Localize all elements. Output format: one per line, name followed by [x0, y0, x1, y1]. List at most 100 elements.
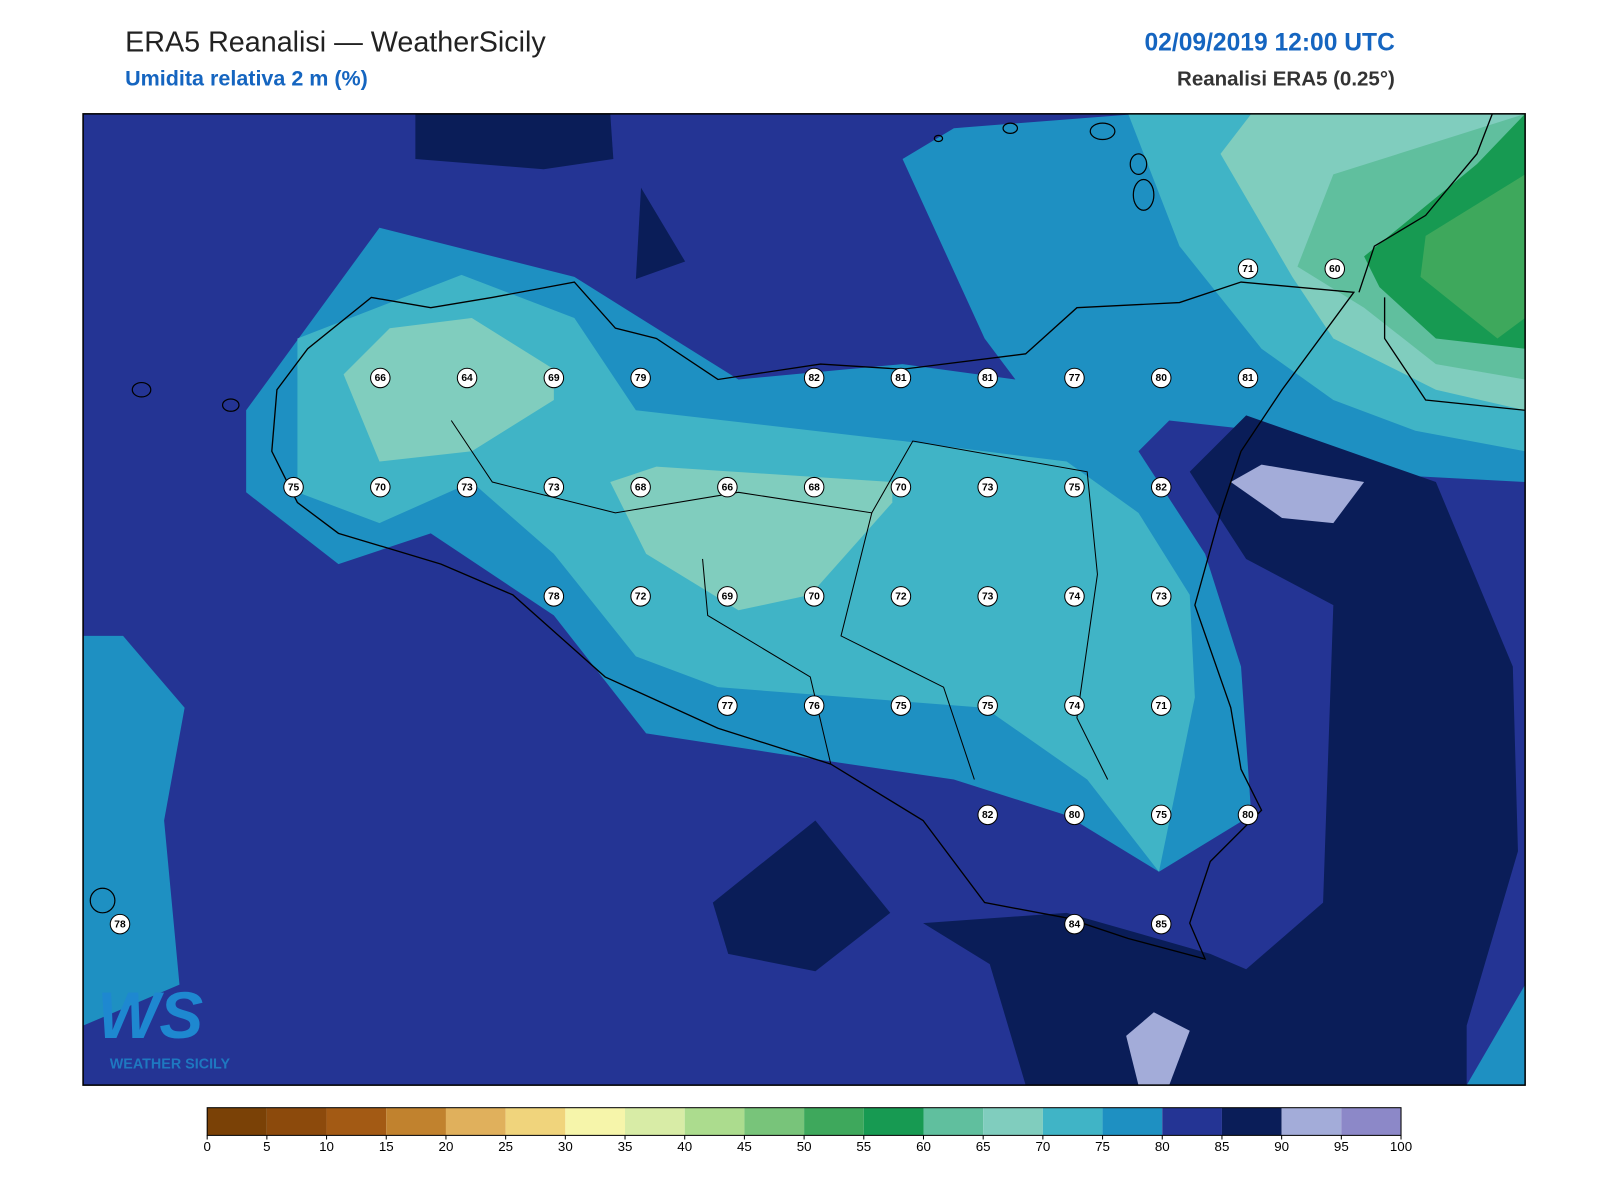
colorbar-swatch	[445, 1107, 506, 1136]
station-marker	[890, 586, 912, 607]
colorbar-tick-label: 90	[1274, 1139, 1289, 1154]
station-marker	[717, 695, 738, 716]
colorbar-tick-label: 20	[439, 1139, 454, 1154]
station-value: 80	[1069, 810, 1081, 821]
station-marker	[1150, 476, 1172, 498]
station-marker	[717, 586, 738, 607]
station-value: 74	[1069, 701, 1081, 712]
colorbar-tick-label: 35	[618, 1139, 633, 1154]
stations: 71 60 66 64 69 79 82 81 81 77 80 81 75 70 73 73 68 66 68 70…	[109, 258, 1346, 935]
station-value: 75	[895, 701, 907, 712]
station-marker	[1237, 804, 1259, 826]
station-marker	[1150, 804, 1172, 826]
island	[131, 381, 152, 398]
island	[933, 134, 944, 143]
logo-text: WEATHER SICILY	[110, 1056, 231, 1072]
colorbar-tick-label: 10	[319, 1139, 334, 1154]
station-value: 73	[982, 592, 994, 603]
humidity-contour	[635, 187, 686, 279]
station-value: 77	[722, 701, 734, 712]
station-value: 71	[1156, 701, 1168, 712]
island	[1129, 153, 1148, 175]
station-value: 82	[808, 373, 820, 384]
station-marker	[456, 476, 478, 498]
station-marker	[1064, 913, 1085, 935]
map-frame	[82, 113, 1526, 1086]
station-marker	[977, 367, 998, 389]
station-value: 73	[982, 482, 994, 493]
station-value: 81	[895, 373, 907, 384]
station-marker	[803, 367, 825, 389]
station-value: 81	[1242, 373, 1254, 384]
colorbar-tick-label: 95	[1334, 1139, 1349, 1154]
colorbar-swatch	[983, 1107, 1043, 1136]
station-value: 70	[808, 592, 820, 603]
colorbar-swatch	[1281, 1107, 1342, 1136]
station-value: 84	[1069, 919, 1081, 930]
colorbar-tick-label: 65	[976, 1139, 991, 1154]
humidity-contour	[1126, 1012, 1190, 1086]
station-value: 75	[982, 701, 994, 712]
station-marker	[977, 476, 998, 498]
station-value: 70	[895, 482, 907, 493]
island	[221, 398, 240, 412]
colorbar-swatch	[684, 1107, 745, 1136]
colorbar-swatch	[326, 1107, 387, 1136]
humidity-contour	[1466, 984, 1526, 1086]
station-marker	[890, 476, 912, 498]
station-marker	[977, 804, 998, 826]
colorbar-swatch	[207, 1107, 267, 1136]
station-value: 80	[1242, 810, 1254, 821]
colorbar: 0 5 10 15 20 25 30 35 40 45 50 55 60 65 70 75 80 85 90 95 10…	[203, 1107, 1412, 1154]
station-marker	[370, 476, 391, 498]
station-value: 69	[722, 592, 734, 603]
island	[1002, 122, 1019, 134]
station-marker	[890, 695, 912, 716]
subtitle: Umidita relativa 2 m (%)	[125, 67, 368, 91]
station-marker	[1064, 476, 1085, 498]
colorbar-tick-label: 40	[677, 1139, 692, 1154]
logo: WS WEATHER SICILY	[97, 979, 230, 1073]
station-marker	[630, 586, 651, 607]
station-marker	[543, 367, 565, 389]
colorbar-swatch	[923, 1107, 984, 1136]
station-value: 78	[548, 592, 560, 603]
station-value: 72	[895, 592, 907, 603]
station-value: 77	[1069, 373, 1081, 384]
coastline	[1358, 113, 1493, 293]
station-marker	[1064, 586, 1085, 607]
colorbar-tick-label: 5	[263, 1139, 270, 1154]
province-border	[840, 512, 975, 780]
colorbar-tick-label: 70	[1035, 1139, 1050, 1154]
station-marker	[1324, 258, 1346, 279]
colorbar-tick-label: 45	[737, 1139, 752, 1154]
station-value: 66	[722, 482, 734, 493]
colorbar-tick-label: 100	[1390, 1139, 1412, 1154]
island	[1089, 122, 1116, 141]
station-value: 78	[114, 919, 126, 930]
station-marker	[1237, 367, 1259, 389]
station-value: 73	[461, 482, 473, 493]
station-value: 70	[375, 482, 387, 493]
station-value: 64	[461, 373, 473, 384]
island	[89, 887, 116, 914]
humidity-contour	[1230, 464, 1365, 524]
colorbar-tick-label: 50	[797, 1139, 812, 1154]
station-marker	[1150, 695, 1172, 716]
colorbar-tick-label: 85	[1215, 1139, 1230, 1154]
colorbar-swatch	[1102, 1107, 1163, 1136]
colorbar-tick-label: 55	[856, 1139, 871, 1154]
station-value: 68	[808, 482, 820, 493]
colorbar-tick-label: 75	[1095, 1139, 1110, 1154]
station-marker	[370, 367, 391, 389]
station-marker	[283, 476, 304, 498]
colorbar-swatch	[1341, 1107, 1402, 1136]
colorbar-tick-label: 60	[916, 1139, 931, 1154]
station-value: 73	[548, 482, 560, 493]
colorbar-tick-label: 25	[498, 1139, 513, 1154]
station-marker	[630, 476, 651, 498]
station-value: 71	[1242, 264, 1254, 275]
station-value: 75	[1156, 810, 1168, 821]
station-marker	[630, 367, 651, 389]
station-marker	[977, 695, 998, 716]
